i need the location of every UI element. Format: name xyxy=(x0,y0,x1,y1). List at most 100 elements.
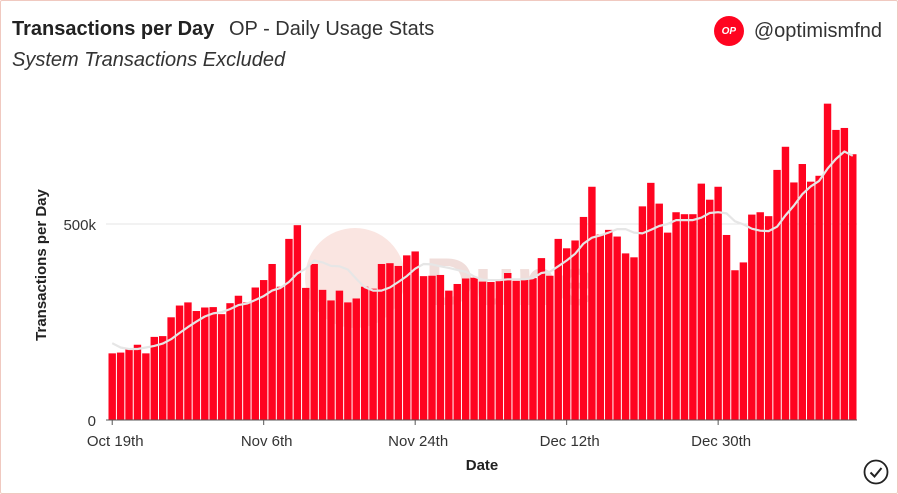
bar[interactable] xyxy=(781,146,790,420)
bar[interactable] xyxy=(554,238,562,420)
bar[interactable] xyxy=(504,273,512,420)
bar[interactable] xyxy=(461,278,470,420)
bar[interactable] xyxy=(377,263,386,420)
bar[interactable] xyxy=(495,279,504,420)
bar[interactable] xyxy=(318,289,327,420)
brand-link[interactable]: OP @optimismfnd xyxy=(713,16,882,46)
bar[interactable] xyxy=(142,353,150,420)
bar[interactable] xyxy=(596,234,605,420)
bar[interactable] xyxy=(108,353,116,420)
bar[interactable] xyxy=(436,274,445,420)
bar[interactable] xyxy=(478,281,487,420)
y-axis-title: Transactions per Day xyxy=(33,188,50,340)
bar[interactable] xyxy=(655,203,663,420)
x-tick-label: Nov 24th xyxy=(388,433,448,450)
bar[interactable] xyxy=(520,279,529,420)
bar[interactable] xyxy=(706,199,714,420)
bar[interactable] xyxy=(748,214,756,420)
bar[interactable] xyxy=(815,175,823,420)
bar[interactable] xyxy=(756,212,764,420)
x-tick-label: Nov 6th xyxy=(241,433,293,450)
bar[interactable] xyxy=(394,265,403,420)
bar[interactable] xyxy=(133,344,142,420)
check-circle-icon[interactable] xyxy=(862,458,890,486)
bar[interactable] xyxy=(790,182,798,420)
bar[interactable] xyxy=(487,282,495,420)
bar[interactable] xyxy=(201,307,209,420)
bar[interactable] xyxy=(411,251,419,420)
bar[interactable] xyxy=(302,287,310,420)
bar[interactable] xyxy=(209,307,217,420)
bar[interactable] xyxy=(217,314,226,420)
bar[interactable] xyxy=(125,349,133,420)
bar[interactable] xyxy=(672,212,680,420)
bar[interactable] xyxy=(613,236,621,420)
bar[interactable] xyxy=(807,181,815,420)
bar[interactable] xyxy=(470,277,478,420)
bar[interactable] xyxy=(714,186,722,420)
bar[interactable] xyxy=(621,253,630,420)
bar[interactable] xyxy=(571,240,579,420)
bar[interactable] xyxy=(116,352,125,420)
bar[interactable] xyxy=(192,311,201,420)
bar[interactable] xyxy=(764,216,773,420)
bar[interactable] xyxy=(638,206,647,420)
x-axis-title: Date xyxy=(466,457,499,474)
bar[interactable] xyxy=(537,258,546,420)
bar[interactable] xyxy=(588,186,596,420)
bar[interactable] xyxy=(832,129,840,421)
bar[interactable] xyxy=(327,300,335,420)
bar[interactable] xyxy=(175,305,184,420)
bar[interactable] xyxy=(251,287,259,420)
y-tick-label: 0 xyxy=(88,413,96,430)
bar[interactable] xyxy=(344,302,352,420)
bar[interactable] xyxy=(823,103,832,420)
chart-title: Transactions per Day xyxy=(12,18,215,40)
bar[interactable] xyxy=(680,214,689,420)
bar[interactable] xyxy=(226,303,234,420)
bar[interactable] xyxy=(529,278,537,420)
brand-handle[interactable]: @optimismfnd xyxy=(753,19,882,42)
bar[interactable] xyxy=(798,164,807,420)
bar[interactable] xyxy=(360,286,369,420)
bar[interactable] xyxy=(310,263,318,420)
bar[interactable] xyxy=(697,183,706,420)
bar[interactable] xyxy=(158,336,167,420)
bar[interactable] xyxy=(647,182,655,420)
bar[interactable] xyxy=(268,263,276,420)
bar[interactable] xyxy=(335,290,344,420)
bar[interactable] xyxy=(293,225,302,420)
bar[interactable] xyxy=(722,234,731,420)
bar[interactable] xyxy=(259,280,268,420)
bar[interactable] xyxy=(276,286,285,420)
bar[interactable] xyxy=(579,216,588,420)
bar[interactable] xyxy=(285,238,293,420)
bar[interactable] xyxy=(386,263,394,420)
bar[interactable] xyxy=(352,298,360,420)
bar[interactable] xyxy=(445,290,453,420)
bar[interactable] xyxy=(184,302,192,420)
bar[interactable] xyxy=(840,127,849,421)
bar[interactable] xyxy=(150,336,158,420)
bar[interactable] xyxy=(689,214,697,420)
bar[interactable] xyxy=(419,276,428,420)
bar[interactable] xyxy=(731,270,739,420)
bar[interactable] xyxy=(773,169,781,420)
bar[interactable] xyxy=(243,302,251,420)
bar[interactable] xyxy=(546,275,554,420)
bar[interactable] xyxy=(453,283,461,420)
bar[interactable] xyxy=(562,248,571,420)
bar[interactable] xyxy=(663,232,672,420)
bar[interactable] xyxy=(512,280,520,420)
bar[interactable] xyxy=(167,317,175,420)
bar[interactable] xyxy=(403,255,411,420)
chart-header: Transactions per Day OP - Daily Usage St… xyxy=(12,16,890,76)
bar[interactable] xyxy=(605,229,613,420)
bar[interactable] xyxy=(369,288,377,420)
bar[interactable] xyxy=(630,257,638,420)
bar[interactable] xyxy=(739,262,748,420)
bar[interactable] xyxy=(234,295,243,420)
bar[interactable] xyxy=(849,154,857,420)
bar[interactable] xyxy=(428,275,436,420)
